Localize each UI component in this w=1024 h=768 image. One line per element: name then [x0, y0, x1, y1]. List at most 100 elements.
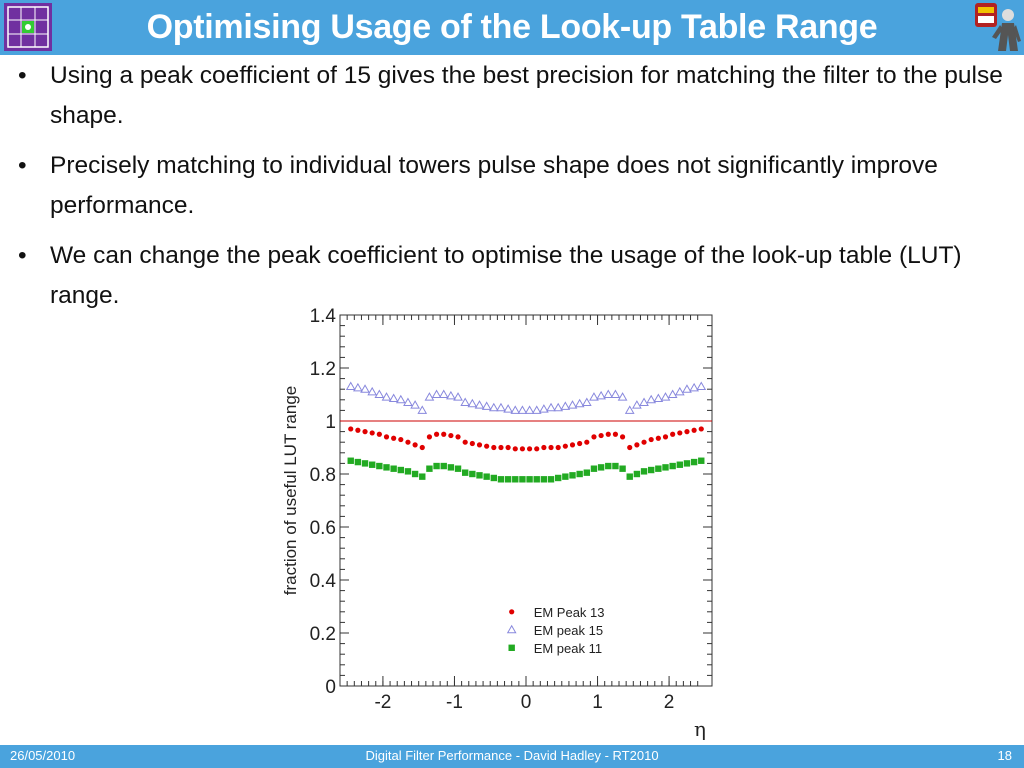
- data-point-square: [354, 458, 362, 466]
- bullet-list: • Using a peak coefficient of 15 gives t…: [18, 56, 1008, 326]
- footer-title: Digital Filter Performance - David Hadle…: [365, 748, 659, 763]
- data-point-square: [404, 468, 412, 475]
- data-point-circle: [484, 443, 490, 449]
- data-point-square: [647, 466, 655, 474]
- data-point-triangle: [417, 405, 428, 414]
- data-point-square: [447, 464, 455, 471]
- data-point-triangle: [395, 394, 406, 404]
- data-point-square: [376, 462, 383, 470]
- data-point-triangle: [488, 402, 499, 412]
- data-point-circle: [641, 439, 647, 445]
- data-point-triangle: [360, 384, 370, 393]
- data-point-circle: [634, 442, 640, 448]
- bullet-text: Precisely matching to individual towers …: [50, 152, 938, 219]
- data-point-square: [476, 472, 483, 479]
- data-point-circle: [562, 443, 568, 449]
- bullet-item: • Using a peak coefficient of 15 gives t…: [18, 56, 1008, 136]
- data-point-triangle: [682, 384, 692, 393]
- data-point-circle: [426, 434, 433, 440]
- data-point-circle: [655, 435, 661, 441]
- data-point-triangle: [503, 404, 513, 413]
- data-point-square: [390, 465, 397, 472]
- data-point-triangle: [553, 402, 564, 412]
- grid-logo-icon: [4, 3, 52, 51]
- data-point-triangle: [646, 394, 657, 404]
- data-point-circle: [362, 429, 368, 435]
- data-point-square: [662, 464, 669, 471]
- data-point-triangle: [431, 389, 442, 398]
- data-point-triangle: [446, 390, 456, 400]
- data-point-square: [690, 458, 698, 466]
- lut-range-chart: 0 0.2 0.4 0.6 0.8 1 1.2 1.4 -2 -1 0 1 2 fraction of u…: [281, 306, 713, 741]
- data-point-triangle: [624, 405, 635, 414]
- legend-marker-triangle: [506, 624, 517, 634]
- data-point-square: [540, 476, 548, 483]
- data-point-circle: [662, 434, 669, 440]
- data-point-circle: [619, 434, 626, 440]
- legend-label: EM peak 11: [534, 641, 602, 656]
- data-point-square: [590, 465, 598, 472]
- data-point-triangle: [345, 381, 356, 391]
- data-point-square: [569, 472, 576, 479]
- data-point-square: [583, 469, 591, 476]
- y-axis-label: fraction of useful LUT range: [281, 386, 300, 595]
- data-point-circle: [605, 431, 611, 437]
- data-point-square: [497, 476, 505, 483]
- data-point-triangle: [481, 401, 492, 410]
- legend-marker-circle: [509, 609, 515, 615]
- legend-marker-square: [508, 644, 515, 651]
- data-point-circle: [670, 431, 676, 437]
- data-point-square: [526, 476, 533, 483]
- x-tick-label: 0: [521, 692, 532, 713]
- footer-date: 26/05/2010: [10, 748, 76, 763]
- data-point-circle: [677, 430, 683, 436]
- data-point-triangle: [546, 402, 556, 412]
- data-point-square: [640, 468, 648, 475]
- bullet-symbol: •: [18, 242, 27, 269]
- data-point-circle: [405, 439, 411, 445]
- data-point-square: [440, 462, 447, 470]
- data-point-triangle: [639, 397, 649, 406]
- data-point-circle: [548, 444, 554, 451]
- y-tick-label: 1: [325, 412, 336, 433]
- y-tick-label: 0.4: [310, 571, 337, 592]
- data-point-square: [676, 461, 684, 468]
- data-point-square: [619, 465, 626, 472]
- data-point-square: [698, 457, 705, 464]
- data-point-square: [504, 476, 512, 483]
- data-point-circle: [376, 431, 382, 437]
- data-point-square: [397, 466, 405, 474]
- data-point-square: [597, 464, 605, 471]
- data-point-circle: [648, 436, 654, 443]
- data-point-square: [361, 460, 369, 467]
- data-point-triangle: [653, 393, 664, 402]
- data-point-triangle: [381, 392, 392, 401]
- data-point-circle: [569, 442, 576, 448]
- data-point-triangle: [438, 389, 449, 398]
- bullet-item: • We can change the peak coefficient to …: [18, 236, 1008, 316]
- data-point-circle: [441, 431, 447, 437]
- data-point-circle: [383, 434, 390, 440]
- data-point-triangle: [531, 405, 542, 414]
- data-point-circle: [591, 434, 597, 440]
- x-tick-label: 1: [592, 692, 603, 713]
- data-point-triangle: [610, 389, 621, 398]
- data-point-square: [368, 461, 376, 468]
- data-point-circle: [491, 444, 497, 451]
- data-point-square: [547, 476, 555, 483]
- data-point-square: [669, 462, 676, 470]
- data-point-circle: [433, 431, 440, 437]
- data-point-circle: [555, 444, 561, 451]
- data-point-triangle: [539, 404, 549, 413]
- data-point-square: [512, 476, 519, 483]
- data-point-triangle: [524, 405, 535, 414]
- data-point-square: [562, 473, 569, 480]
- data-point-triangle: [496, 402, 506, 412]
- legend-label: EM peak 15: [534, 623, 603, 638]
- data-point-circle: [505, 444, 511, 451]
- data-point-triangle: [467, 398, 478, 408]
- data-point-circle: [691, 427, 697, 433]
- data-point-circle: [684, 429, 690, 435]
- data-point-triangle: [574, 398, 585, 408]
- data-point-circle: [476, 442, 483, 448]
